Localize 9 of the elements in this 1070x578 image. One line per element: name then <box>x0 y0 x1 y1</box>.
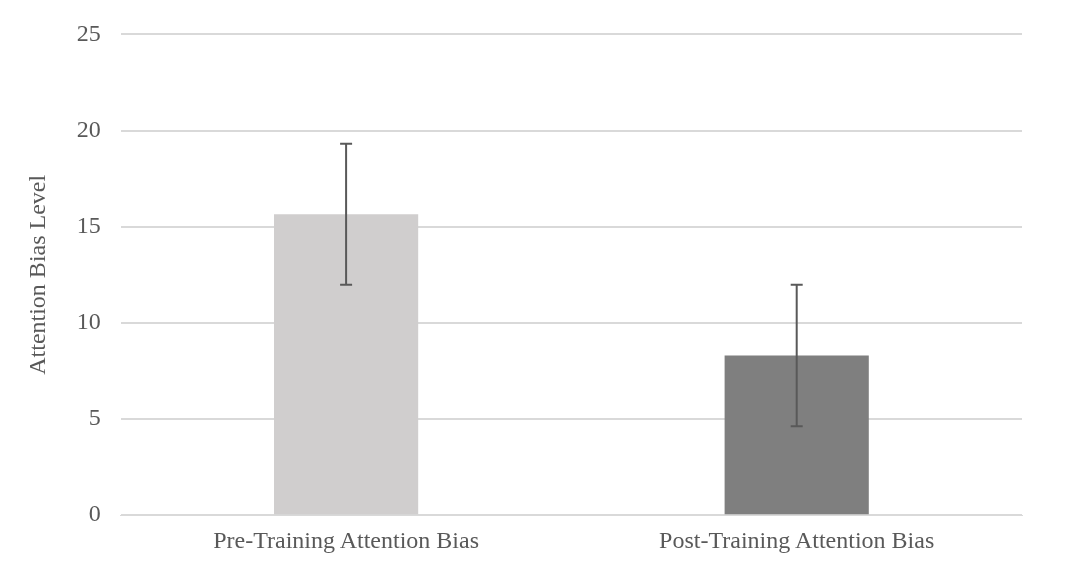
y-tick-label: 20 <box>76 115 101 142</box>
y-tick-label: 10 <box>76 308 101 335</box>
y-tick-label: 0 <box>88 500 101 527</box>
y-axis-title: Attention Bias Level <box>23 174 50 375</box>
y-tick-label: 5 <box>88 404 101 431</box>
x-tick-label: Pre-Training Attention Bias <box>213 526 479 553</box>
y-tick-label: 25 <box>76 19 101 46</box>
y-tick-label: 15 <box>76 212 101 239</box>
x-tick-label: Post-Training Attention Bias <box>659 526 935 553</box>
